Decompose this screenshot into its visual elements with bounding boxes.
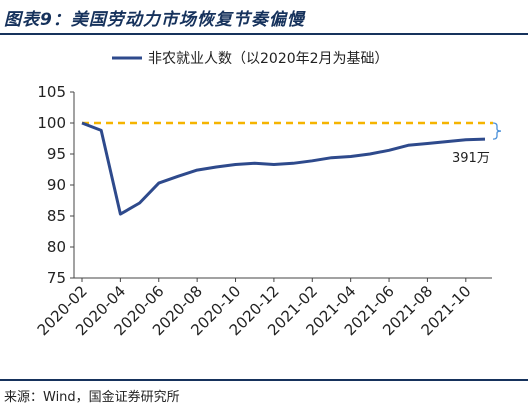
y-tick-labels: 75 80 85 90 95 100 105 [37,83,66,287]
chart: 非农就业人数（以2020年2月为基础） 75 80 85 90 95 100 105 202… [34,50,502,339]
series-group [81,121,486,216]
source-rule [0,379,528,381]
annotations: 391万 [452,122,502,166]
annotation-label: 391万 [452,151,490,166]
y-tick-label: 75 [47,269,66,287]
title-rule [0,33,528,35]
legend-label: 非农就业人数（以2020年2月为基础） [148,50,389,67]
y-tick-label: 100 [37,114,66,132]
axes [70,91,492,282]
y-tick-label: 85 [47,207,66,225]
chart-title: 图表9：美国劳动力市场恢复节奏偏慢 [4,10,305,30]
gap-bracket [492,122,502,140]
y-tick-label: 105 [37,83,66,101]
legend: 非农就业人数（以2020年2月为基础） [112,50,389,67]
y-tick-label: 80 [47,238,66,256]
x-tick-labels: 2020-022020-042020-062020-082020-102020-… [34,282,475,339]
title-bar: 图表9：美国劳动力市场恢复节奏偏慢 [0,0,528,36]
series-line [81,121,486,216]
y-tick-label: 95 [47,145,66,163]
source-note: 来源：Wind，国金证券研究所 [4,390,180,405]
y-tick-label: 90 [47,176,66,194]
